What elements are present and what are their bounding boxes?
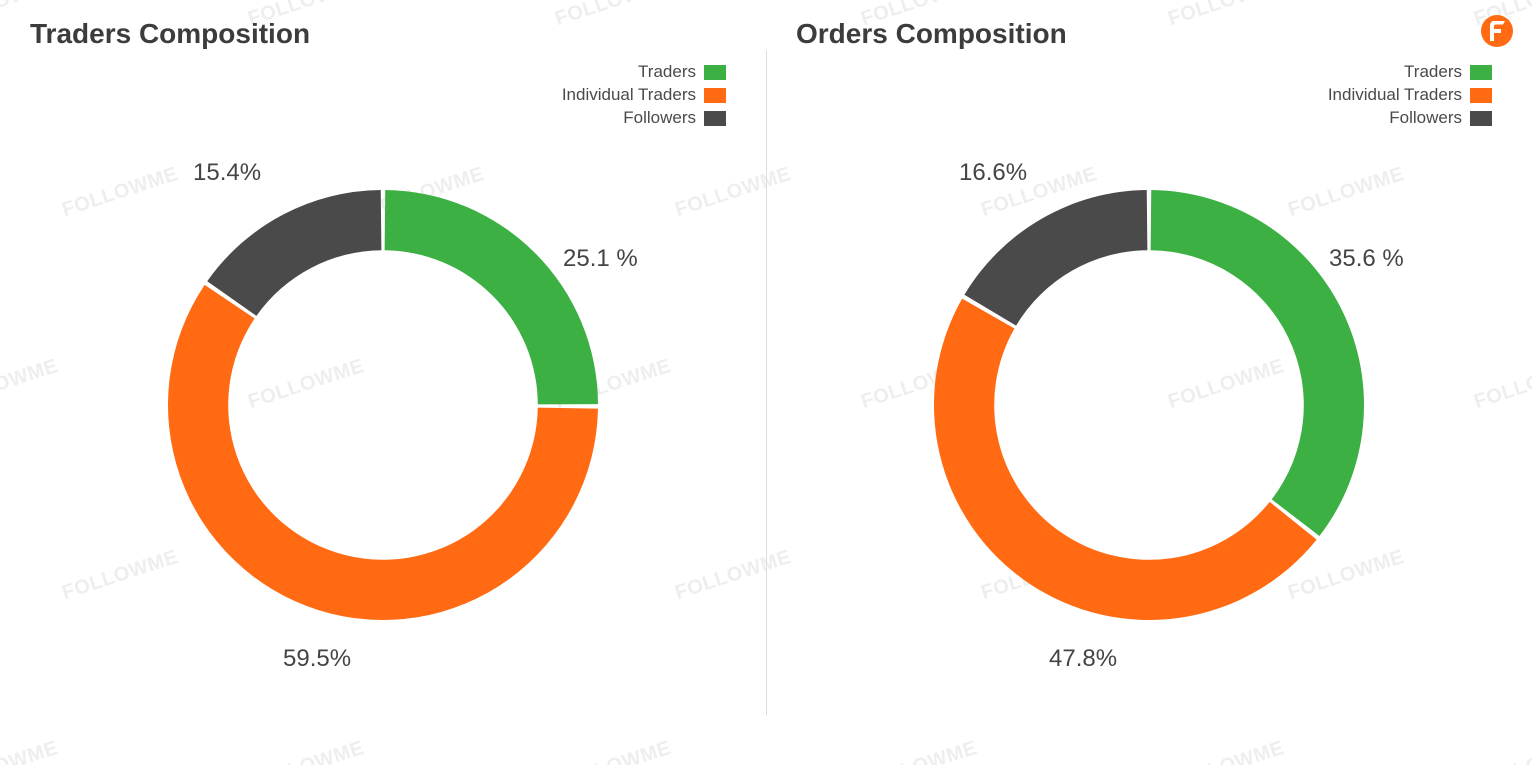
charts-container: Traders Composition Traders Individual Tr… [0, 0, 1532, 765]
donut-svg-right [909, 165, 1389, 645]
slice-label: 15.4% [193, 159, 261, 187]
brand-logo-icon [1480, 14, 1514, 48]
legend-item: Traders [562, 62, 726, 82]
legend-label: Followers [623, 108, 696, 128]
legend-swatch [1470, 111, 1492, 126]
donut-chart-left: 25.1 %59.5%15.4% [143, 165, 623, 645]
donut-slice [207, 190, 381, 316]
legend-item: Individual Traders [562, 85, 726, 105]
legend-swatch [1470, 88, 1492, 103]
legend-swatch [704, 65, 726, 80]
donut-svg-left [143, 165, 623, 645]
legend-item: Followers [562, 108, 726, 128]
legend-right: Traders Individual Traders Followers [1328, 62, 1492, 131]
slice-label: 47.8% [1049, 645, 1117, 673]
donut-slice [964, 190, 1147, 326]
panel-orders-composition: Orders Composition Traders Individual Tra… [766, 0, 1532, 765]
legend-item: Followers [1328, 108, 1492, 128]
legend-left: Traders Individual Traders Followers [562, 62, 726, 131]
legend-swatch [704, 88, 726, 103]
panel-traders-composition: Traders Composition Traders Individual Tr… [0, 0, 766, 765]
donut-slice [385, 190, 598, 404]
slice-label: 59.5% [283, 645, 351, 673]
legend-item: Traders [1328, 62, 1492, 82]
slice-label: 35.6 % [1329, 245, 1404, 273]
legend-label: Traders [1404, 62, 1462, 82]
legend-label: Individual Traders [1328, 85, 1462, 105]
donut-chart-right: 35.6 %47.8%16.6% [909, 165, 1389, 645]
legend-label: Followers [1389, 108, 1462, 128]
legend-label: Individual Traders [562, 85, 696, 105]
legend-label: Traders [638, 62, 696, 82]
donut-slice [934, 299, 1317, 620]
brand-logo [1480, 14, 1514, 48]
legend-item: Individual Traders [1328, 85, 1492, 105]
panel-divider [766, 50, 767, 715]
donut-slice [1151, 190, 1364, 536]
panel-title-left: Traders Composition [30, 18, 736, 50]
panel-title-right: Orders Composition [796, 18, 1502, 50]
legend-swatch [1470, 65, 1492, 80]
legend-swatch [704, 111, 726, 126]
slice-label: 16.6% [959, 159, 1027, 187]
slice-label: 25.1 % [563, 245, 638, 273]
